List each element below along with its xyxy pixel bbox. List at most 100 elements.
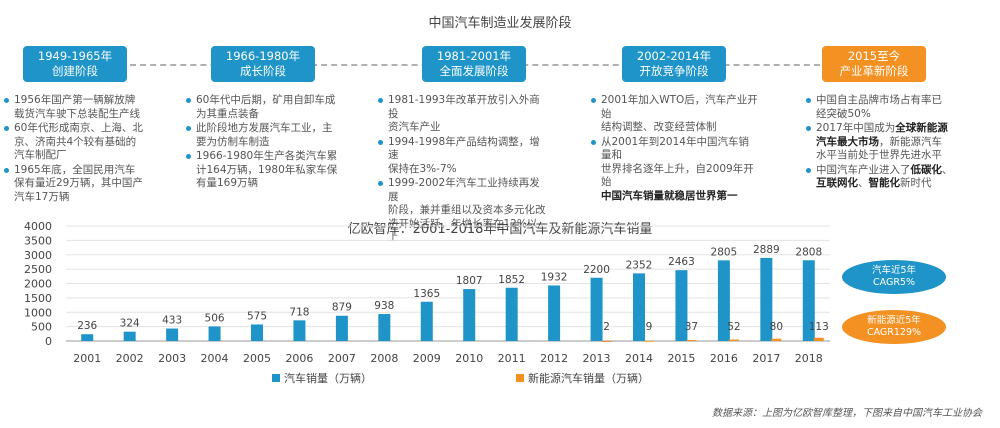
stage-bullet: 60年代形成南京、上海、北 京、济南共4个较有基础的 汽车制配厂 — [4, 122, 172, 163]
stage-bullets-1: 1956年国产第一辆解放牌 载货汽车驶下总装配生产线 60年代形成南京、上海、北 京、… — [4, 94, 172, 205]
car-sales-data-label: 2889 — [753, 244, 780, 256]
x-tick-label: 2004 — [201, 352, 229, 365]
stage-bullets-2: 60年代中后期，矿用自卸车成 为其重点装备 此阶段地方发展汽车工业，主 要为仿制车制造… — [186, 94, 354, 192]
bullet-dot-icon — [806, 98, 811, 103]
nev-sales-bar — [813, 337, 824, 341]
car-sales-bar — [505, 287, 518, 341]
car-sales-data-label: 1932 — [541, 271, 568, 283]
stage-bullet: 2017年中国成为全球新能源 汽车最大市场，新能源汽车 水平当前处于世界先进水平 — [806, 122, 974, 163]
annotation-car-cagr-line2: CAGR5% — [873, 277, 915, 288]
bullet-line: 中国自主品牌市场占有率已 — [816, 94, 942, 106]
nev-sales-bar — [644, 340, 654, 342]
stage-bullet: 从2001年到2014年中国汽车销量和 世界排名逐年上升，自2009年开始 中国汽车… — [591, 136, 759, 204]
annotation-car-cagr: 汽车近5年 CAGR5% — [842, 260, 946, 294]
nev-sales-data-label: 37 — [685, 321, 698, 333]
y-tick-label: 3000 — [24, 249, 52, 262]
bullet-dot-icon — [806, 126, 811, 131]
car-sales-data-label: 506 — [205, 312, 225, 324]
bullet-dot-icon — [378, 139, 383, 145]
stage-period: 1949-1965年 — [37, 49, 113, 63]
stage-period: 2002-2014年 — [636, 49, 712, 63]
bullet-text: 2017年中国成为 — [816, 122, 896, 134]
bullet-line: 汽车制配厂 — [14, 149, 67, 161]
car-sales-data-label: 2200 — [583, 264, 610, 276]
data-source-note: 数据来源：上图为亿欧智库整理，下图来自中国汽车工业协会 — [712, 408, 982, 419]
bullet-line: 此阶段地方发展汽车工业，主 — [196, 122, 333, 134]
car-sales-bar — [208, 326, 221, 341]
bullet-line: 保有量近29万辆，其中国产 — [14, 177, 143, 189]
stage-bullet: 60年代中后期，矿用自卸车成 为其重点装备 — [186, 94, 354, 121]
bullet-line: 从2001年到2014年中国汽车销量和 — [601, 135, 749, 162]
legend-label-nev-sales: 新能源汽车销量（万辆） — [528, 371, 649, 385]
y-tick-label: 4000 — [24, 220, 52, 233]
bullet-dot-icon — [378, 181, 383, 186]
page-title: 中国汽车制造业发展阶段 — [428, 16, 572, 31]
x-tick-label: 2007 — [328, 352, 356, 365]
car-sales-bar — [81, 334, 94, 341]
bullet-highlight: 汽车最大市场 — [816, 135, 879, 148]
bullet-line: 60年代形成南京、上海、北 — [14, 122, 143, 134]
stage-box-1: 1949-1965年 创建阶段 — [23, 46, 127, 82]
bullet-line: 载货汽车驶下总装配生产线 — [14, 107, 140, 120]
nev-sales-bar — [686, 339, 697, 341]
bullet-highlight: 智能化 — [868, 177, 901, 189]
car-sales-bar — [335, 315, 348, 341]
bullet-line: 经突破50% — [816, 107, 871, 120]
nev-sales-bar — [728, 339, 739, 341]
legend-swatch-nev-sales — [516, 374, 524, 382]
annotation-nev-cagr: 新能源近5年 CAGR129% — [842, 310, 946, 344]
car-sales-bar — [420, 301, 433, 341]
bullet-text: 水平当前处于世界先进水平 — [816, 149, 942, 161]
bullet-dot-icon — [4, 126, 9, 131]
car-sales-data-label: 2805 — [711, 246, 738, 258]
y-tick-label: 2000 — [24, 278, 52, 291]
stage-name: 产业革新阶段 — [839, 64, 909, 78]
bullet-line: 有量169万辆 — [196, 177, 259, 189]
car-sales-data-label: 938 — [374, 300, 394, 312]
car-sales-bar — [251, 324, 263, 341]
car-sales-bar — [166, 328, 179, 341]
bullet-line: 1999-2002年汽车工业持续再发展 — [388, 177, 540, 203]
bullet-text: ，新能源汽车 — [879, 135, 942, 148]
bullet-line: 1994-1998年产品结构调整，增速 — [388, 135, 540, 162]
legend-label-car-sales: 汽车销量（万辆） — [284, 371, 372, 385]
y-tick-label: 500 — [31, 321, 52, 334]
bullet-dot-icon — [186, 98, 191, 103]
x-tick-label: 2005 — [243, 352, 271, 365]
car-sales-data-label: 1807 — [456, 275, 483, 287]
bullet-dot-icon — [186, 154, 191, 159]
x-tick-label: 2016 — [710, 352, 738, 365]
stage-bullet: 中国汽车产业进入了低碳化、 互联网化、智能化新时代 — [806, 164, 974, 191]
bullet-line: 京、济南共4个较有基础的 — [14, 135, 137, 148]
bullet-line: 1956年国产第一辆解放牌 — [14, 94, 136, 106]
stage-box-5: 2015至今 产业革新阶段 — [822, 46, 926, 82]
bullet-text: 中国汽车产业进入了 — [816, 163, 911, 176]
stage-box-3: 1981-2001年 全面发展阶段 — [422, 46, 526, 82]
bullet-line: 1966-1980年生产各类汽车累 — [196, 150, 338, 162]
annotation-car-cagr-line1: 汽车近5年 — [871, 265, 917, 276]
x-tick-label: 2018 — [795, 352, 823, 365]
bullet-dot-icon — [4, 167, 9, 173]
car-sales-bar — [293, 320, 306, 341]
stage-bullets-5: 中国自主品牌市场占有率已 经突破50% 2017年中国成为全球新能源 汽车最大市场，新… — [806, 94, 974, 192]
x-tick-label: 2015 — [667, 352, 695, 365]
bullet-line: 世界排名逐年上升，自2009年开始 — [601, 162, 754, 189]
car-sales-bar — [802, 260, 815, 341]
car-sales-data-label: 2808 — [795, 246, 822, 258]
car-sales-data-label: 1365 — [413, 288, 440, 300]
y-tick-label: 1000 — [24, 306, 52, 319]
annotation-nev-cagr-line1: 新能源近5年 — [867, 315, 921, 326]
y-tick-label: 3500 — [24, 234, 52, 247]
x-tick-label: 2003 — [158, 352, 186, 365]
bullet-line: 资汽车产业 — [388, 121, 441, 133]
car-sales-data-label: 433 — [162, 315, 182, 327]
x-tick-label: 2006 — [285, 352, 313, 365]
bullet-highlight: 互联网化 — [816, 177, 858, 189]
stage-bullet: 2001年加入WTO后，汽车产业开始 结构调整、改变经营体制 — [591, 94, 759, 135]
car-sales-bar — [590, 277, 603, 341]
car-sales-bar — [675, 270, 688, 341]
bullet-dot-icon — [591, 139, 596, 145]
annotation-nev-cagr-line2: CAGR129% — [866, 327, 922, 338]
car-sales-bar — [548, 285, 561, 341]
